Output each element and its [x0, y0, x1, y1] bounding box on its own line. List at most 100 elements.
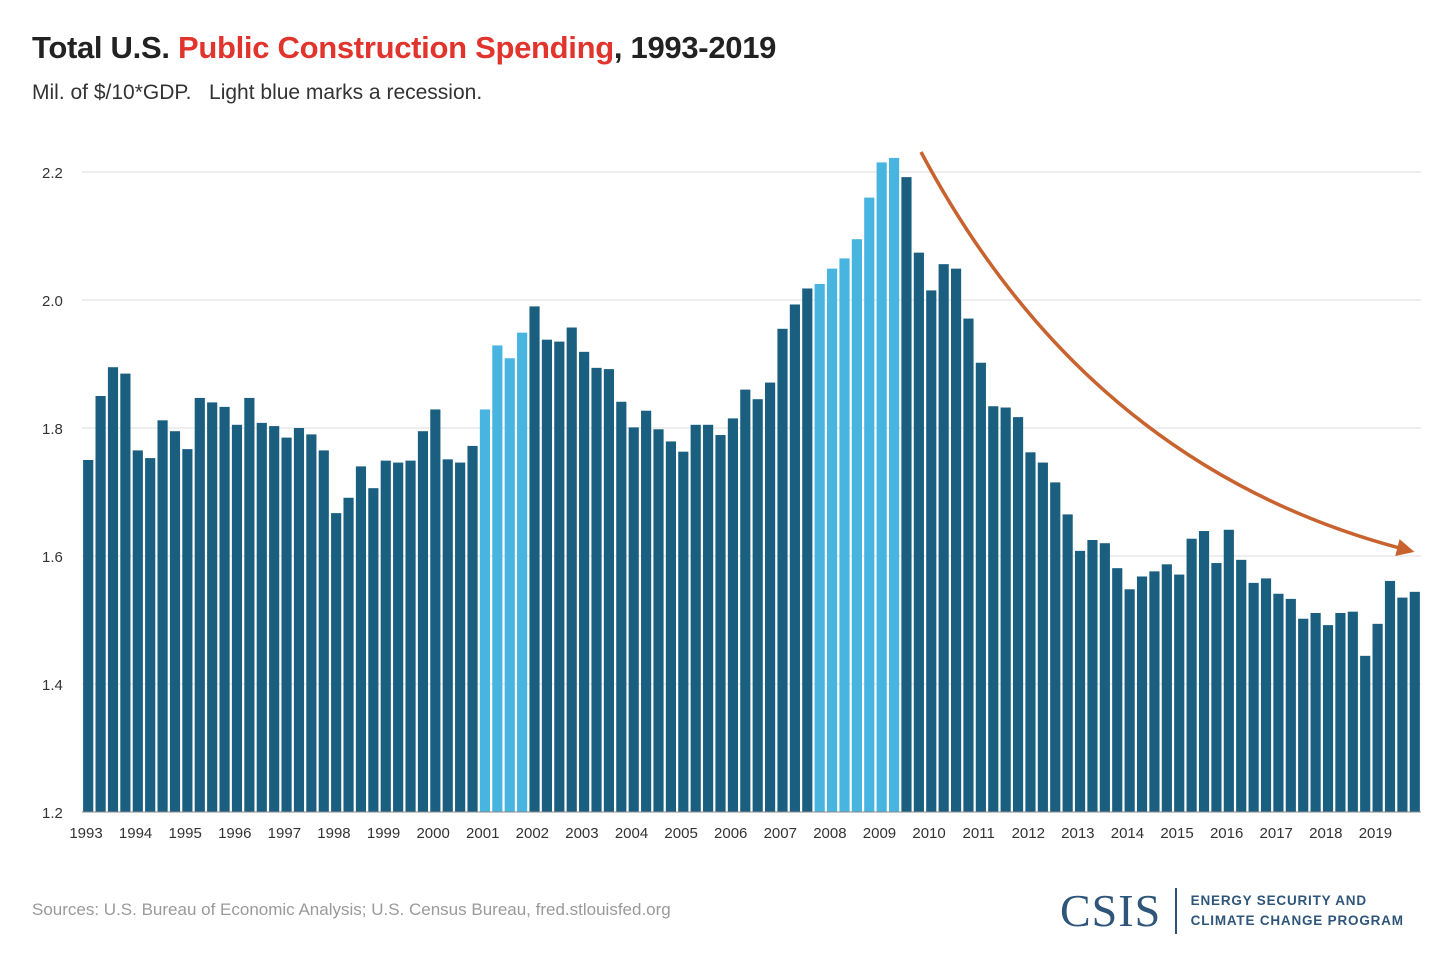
- logo-program-name: ENERGY SECURITY AND CLIMATE CHANGE PROGR…: [1191, 891, 1404, 931]
- bar: [975, 362, 986, 812]
- bar: [901, 177, 912, 812]
- bar: [219, 406, 230, 812]
- bar: [1174, 574, 1185, 812]
- bar: [83, 460, 94, 812]
- bar: [281, 437, 292, 812]
- bar: [405, 460, 416, 812]
- bar: [1099, 543, 1110, 812]
- bar: [628, 427, 639, 812]
- recession-bar: [839, 258, 850, 812]
- chart-subtitle: Mil. of $/10*GDP. Light blue marks a rec…: [32, 81, 483, 104]
- x-tick-label: 2019: [1359, 825, 1392, 842]
- bar: [430, 409, 441, 812]
- x-tick-label: 2007: [764, 825, 797, 842]
- y-axis: 1.2 1.4 1.6 1.8 2.0 2.2: [42, 165, 63, 822]
- bar: [703, 424, 714, 812]
- y-tick-label: 1.8: [42, 421, 63, 438]
- x-tick-label: 2001: [466, 825, 499, 842]
- logo-line-1: ENERGY SECURITY AND: [1190, 893, 1367, 908]
- bar: [690, 424, 701, 812]
- bar: [1273, 593, 1284, 812]
- bar: [1223, 529, 1234, 812]
- x-tick-label: 1996: [218, 825, 251, 842]
- bar: [765, 382, 776, 812]
- bar: [1025, 452, 1036, 812]
- bar: [665, 441, 676, 812]
- bar: [616, 401, 627, 812]
- bar: [182, 449, 193, 812]
- x-tick-label: 2015: [1160, 825, 1193, 842]
- bar: [541, 339, 553, 812]
- recession-bar: [851, 239, 862, 812]
- title-suffix: , 1993-2019: [613, 30, 777, 65]
- x-tick-label: 2005: [664, 825, 697, 842]
- bar: [95, 396, 106, 812]
- bar: [380, 460, 391, 812]
- bar: [1000, 407, 1011, 812]
- bar: [157, 420, 168, 812]
- bar: [1335, 612, 1346, 812]
- x-tick-label: 2013: [1061, 825, 1094, 842]
- recession-bar: [492, 345, 503, 812]
- bar: [207, 402, 218, 812]
- bar: [1372, 623, 1383, 812]
- bar: [777, 328, 788, 812]
- bar: [926, 290, 937, 812]
- bar: [442, 459, 453, 812]
- bar: [368, 488, 379, 812]
- bar: [417, 431, 429, 812]
- bar: [1112, 568, 1123, 812]
- x-tick-label: 2010: [912, 825, 945, 842]
- bar: [1087, 540, 1098, 812]
- x-tick-label: 2016: [1210, 825, 1243, 842]
- chart-title: Total U.S. Public Construction Spending,…: [32, 30, 776, 66]
- recession-bar: [479, 409, 491, 812]
- recession-bar: [888, 157, 900, 813]
- bar: [789, 304, 800, 812]
- bar: [1074, 550, 1086, 812]
- logo-mark: CSIS: [1060, 885, 1162, 936]
- x-tick-label: 2000: [416, 825, 449, 842]
- x-tick-label: 2009: [863, 825, 896, 842]
- bar: [1062, 514, 1073, 812]
- x-tick-label: 1994: [119, 825, 152, 842]
- bar: [231, 424, 243, 812]
- bar: [455, 462, 466, 812]
- title-prefix: Total U.S.: [32, 30, 178, 65]
- bar: [107, 367, 119, 812]
- logo-line-2: CLIMATE CHANGE PROGRAM: [1190, 913, 1404, 928]
- bar: [1124, 589, 1135, 812]
- bar: [467, 445, 478, 812]
- trend-arrow: [919, 151, 1415, 557]
- bar: [1211, 563, 1222, 812]
- bar: [331, 513, 342, 812]
- bar: [194, 397, 205, 812]
- recession-bar: [827, 268, 838, 812]
- x-axis: 1993 1994 1995 1996 1997 1998 1999 2000 2001 2002…: [69, 825, 1392, 842]
- x-tick-label: 2012: [1012, 825, 1045, 842]
- bar: [938, 264, 949, 812]
- bar: [603, 369, 615, 812]
- x-tick-label: 1998: [317, 825, 350, 842]
- bar: [1347, 611, 1358, 812]
- bar: [1310, 612, 1321, 812]
- recession-bar: [814, 284, 825, 812]
- recession-bar: [876, 162, 887, 812]
- bar: [1050, 482, 1061, 812]
- bar: [256, 422, 267, 812]
- bar: [1161, 564, 1172, 812]
- y-tick-label: 1.4: [42, 677, 63, 694]
- bar: [306, 434, 317, 812]
- x-tick-label: 2008: [813, 825, 846, 842]
- x-tick-label: 1995: [168, 825, 201, 842]
- bar: [802, 288, 813, 813]
- bar: [145, 458, 156, 812]
- bar: [1397, 597, 1408, 812]
- bar: [1236, 559, 1247, 812]
- csis-logo: CSIS ENERGY SECURITY AND CLIMATE CHANGE …: [1060, 888, 1404, 934]
- x-tick-label: 2006: [714, 825, 747, 842]
- title-highlight: Public Construction Spending: [177, 30, 614, 65]
- bar: [169, 431, 181, 812]
- bar: [715, 435, 726, 812]
